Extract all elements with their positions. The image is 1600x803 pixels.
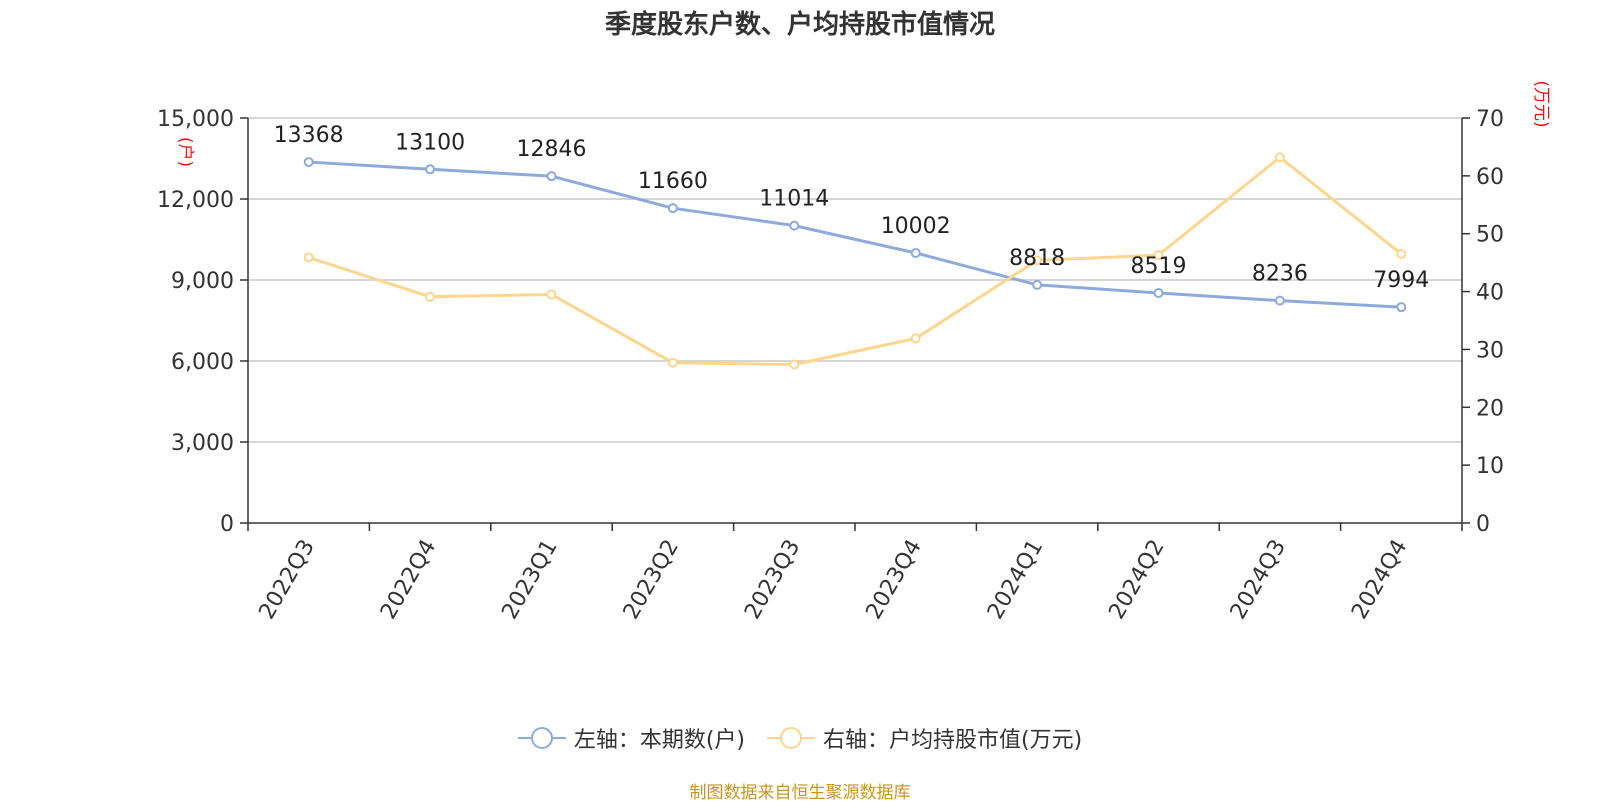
data-point	[910, 247, 921, 258]
data-point	[789, 359, 800, 370]
data-label: 11014	[759, 187, 829, 212]
x-axis-label: 2024Q1	[983, 536, 1048, 624]
data-label: 8236	[1252, 262, 1308, 287]
chart-title: 季度股东户数、户均持股市值情况	[604, 10, 995, 40]
x-axis-label: 2024Q4	[1347, 536, 1412, 624]
data-label: 12846	[517, 137, 587, 162]
x-axis-labels: 2022Q3 2022Q4 2023Q1 2023Q2 2023Q3 2023Q4 2024…	[255, 536, 1413, 624]
data-point	[303, 157, 314, 168]
data-point	[1274, 152, 1285, 163]
data-label: 13100	[395, 130, 465, 155]
legend-label-avg-value: 右轴：户均持股市值(万元)	[823, 728, 1083, 753]
right-axis-tick-label: 60	[1476, 165, 1504, 190]
data-label: 10002	[881, 214, 951, 239]
data-point	[1153, 287, 1164, 298]
right-axis-unit: (万元)	[1531, 80, 1551, 127]
legend-item-avg-value[interactable]: 右轴：户均持股市值(万元)	[767, 722, 1082, 754]
data-point	[1032, 279, 1043, 290]
axes: 0 3,000 6,000 9,000 12,000 15,000 0 10 20 30 40 50 6…	[157, 80, 1551, 537]
source-note: 制图数据来自恒生聚源数据库	[689, 783, 911, 803]
x-axis-label: 2023Q1	[497, 536, 562, 624]
right-axis-tick-label: 0	[1476, 512, 1490, 537]
data-point	[667, 357, 678, 368]
legend-item-households[interactable]: 左轴：本期数(户)	[517, 722, 745, 754]
data-point	[546, 289, 557, 300]
right-axis-tick-label: 20	[1476, 396, 1504, 421]
left-axis-tick-label: 15,000	[157, 107, 234, 132]
left-axis-tick-label: 3,000	[171, 431, 234, 456]
data-label: 11660	[638, 169, 708, 194]
data-point	[1396, 248, 1407, 259]
series-line-1	[308, 155, 1403, 366]
data-point	[1153, 250, 1164, 261]
data-labels: 13368 13100 12846 11660 11014 10002 8818 8519 82…	[274, 123, 1430, 293]
data-point	[789, 220, 800, 231]
data-label: 13368	[274, 123, 344, 148]
data-point	[1396, 302, 1407, 313]
left-axis-unit: (户)	[175, 137, 195, 167]
data-point	[910, 333, 921, 344]
series-line-0	[308, 160, 1402, 309]
legend: 左轴：本期数(户) 右轴：户均持股市值(万元)	[0, 722, 1600, 754]
legend-marker-households	[517, 726, 566, 750]
left-axis-tick-label: 12,000	[157, 188, 234, 213]
data-point	[1032, 255, 1043, 266]
data-label: 8818	[1009, 246, 1065, 271]
data-point	[1274, 295, 1285, 306]
left-axis-tick-label: 9,000	[171, 269, 234, 294]
data-point	[546, 171, 557, 182]
right-axis-tick-label: 70	[1476, 107, 1504, 132]
legend-marker-avg-value	[767, 726, 815, 750]
x-axis-label: 2023Q4	[862, 536, 927, 624]
x-axis-label: 2024Q2	[1104, 536, 1169, 624]
series-lines	[308, 155, 1403, 366]
x-axis-label: 2023Q3	[740, 536, 805, 624]
left-axis-tick-label: 0	[220, 512, 234, 537]
data-label: 8519	[1131, 254, 1187, 279]
right-axis-tick-label: 30	[1476, 338, 1504, 363]
right-axis-tick-label: 10	[1476, 454, 1504, 479]
right-axis-tick-label: 50	[1476, 223, 1504, 248]
right-axis-tick-label: 40	[1476, 281, 1504, 306]
legend-label-households: 左轴：本期数(户)	[573, 728, 745, 753]
data-point	[425, 164, 436, 175]
x-axis-label: 2022Q3	[255, 536, 320, 624]
data-point	[425, 291, 436, 302]
x-axis-label: 2024Q3	[1226, 536, 1291, 624]
data-label: 7994	[1373, 268, 1429, 293]
left-axis-tick-label: 6,000	[171, 350, 234, 375]
x-axis-label: 2022Q4	[376, 536, 441, 624]
grid-lines	[248, 117, 1462, 443]
data-point	[303, 252, 314, 263]
series-points	[303, 152, 1407, 370]
data-point	[667, 203, 678, 214]
x-axis-label: 2023Q2	[619, 536, 684, 624]
